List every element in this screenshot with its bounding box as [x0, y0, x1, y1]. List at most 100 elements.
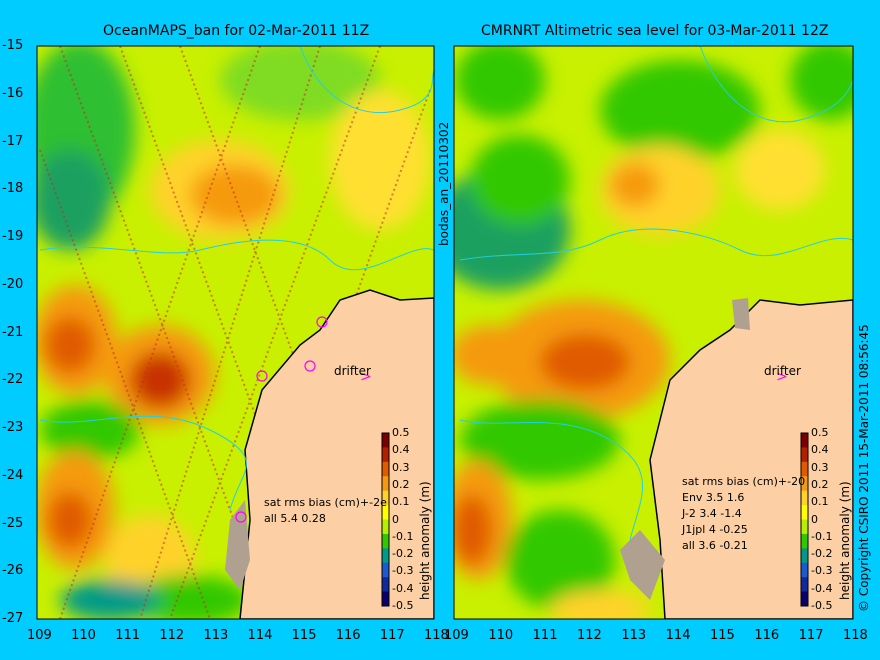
y-tick-label: -24 — [2, 467, 24, 483]
left-colorbar-band — [382, 433, 389, 448]
left-colorbar-band — [382, 447, 389, 463]
y-tick-label: -18 — [2, 181, 24, 197]
right-colorbar-tick: 0.5 — [811, 426, 829, 439]
left-colorbar-tick: -0.4 — [392, 581, 414, 595]
right-x-tick-label: 111 — [532, 628, 558, 643]
y-tick-label: -21 — [2, 324, 24, 340]
right-colorbar-label: height anomaly (m) — [838, 481, 852, 600]
left-colorbar-band — [382, 533, 389, 549]
right-x-tick-label: 112 — [577, 628, 602, 643]
right-colorbar-tick: -0.1 — [811, 529, 833, 543]
right-colorbar-band — [801, 433, 808, 448]
left-colorbar-tick: 0.1 — [392, 495, 410, 509]
right-colorbar — [800, 432, 809, 607]
left-colorbar-band — [382, 577, 389, 593]
left-colorbar-frame — [381, 432, 390, 607]
left-x-tick-label: 117 — [379, 628, 405, 643]
right-colorbar-tick: -0.2 — [811, 547, 833, 561]
left-stats-line: sat rms bias (cm)+-2e — [264, 496, 387, 509]
left-colorbar-band — [382, 562, 389, 578]
right-x-tick-label: 109 — [444, 628, 469, 643]
left-colorbar-band — [382, 461, 389, 477]
y-tick-label: -25 — [2, 515, 24, 531]
y-tick-label: -15 — [2, 38, 24, 53]
right-colorbar-band — [801, 476, 808, 492]
right-colorbar-tick: 0.2 — [811, 477, 829, 491]
right-colorbar-band — [801, 461, 808, 477]
y-tick-label: -22 — [2, 372, 24, 388]
drifter-arrow-left: > — [360, 369, 372, 385]
left-colorbar-tick: 0 — [392, 512, 399, 526]
right-stats-line: J1jpl 4 -0.25 — [682, 523, 748, 536]
right-drifter-label: drifter — [764, 364, 801, 378]
left-x-tick-label: 113 — [203, 628, 229, 643]
left-x-tick-label: 110 — [71, 628, 96, 643]
y-tick-label: -16 — [2, 85, 24, 101]
drifter-circle-4 — [235, 511, 247, 523]
left-colorbar — [381, 432, 390, 607]
right-stats: sat rms bias (cm)+-20 Env 3.5 1.6 J-2 3.4 … — [682, 474, 805, 554]
left-x-tick-label: 115 — [291, 628, 317, 643]
drifter-circle-2 — [304, 360, 316, 372]
right-colorbar-band — [801, 490, 808, 506]
left-map-field: > — [37, 46, 434, 619]
right-colorbar-band — [801, 519, 808, 535]
right-colorbar-band — [801, 533, 808, 549]
left-colorbar-tick: 0.5 — [392, 426, 410, 439]
right-stats-line: Env 3.5 1.6 — [682, 491, 745, 504]
y-tick-label: -23 — [2, 420, 24, 435]
left-colorbar-band — [382, 490, 389, 506]
drifter-arrow-right: > — [776, 369, 788, 385]
right-x-tick-label: 118 — [843, 628, 868, 643]
left-x-tick-label: 112 — [159, 628, 185, 643]
right-stats-line: sat rms bias (cm)+-20 — [682, 475, 806, 488]
right-stats-line: J-2 3.4 -1.4 — [682, 507, 742, 520]
right-x-tick-label: 117 — [798, 628, 824, 643]
left-colorbar-tick: 0.2 — [392, 477, 410, 491]
left-x-tick-label: 114 — [247, 628, 273, 643]
right-x-tick-label: 110 — [488, 628, 514, 643]
right-colorbar-band — [801, 562, 808, 578]
right-colorbar-tick: 0 — [811, 512, 818, 526]
right-x-tick-label: 113 — [621, 628, 647, 643]
y-tick-label: -17 — [2, 133, 24, 149]
right-colorbar-tick: -0.4 — [811, 581, 833, 595]
left-colorbar-tick: -0.2 — [392, 547, 414, 561]
right-map-frame — [453, 45, 854, 620]
right-x-tick-label: 115 — [710, 628, 735, 643]
right-colorbar-tick: -0.3 — [811, 564, 833, 578]
right-colorbar-tick: 0.1 — [811, 495, 829, 509]
left-x-tick-label: 109 — [27, 628, 52, 643]
right-x-tick-label: 116 — [754, 628, 780, 643]
left-stats-line: all 5.4 0.28 — [264, 512, 326, 525]
right-colorbar-band — [801, 577, 808, 593]
left-map-frame — [36, 45, 435, 620]
right-colorbar-band — [801, 591, 808, 607]
left-stats: sat rms bias (cm)+-2e all 5.4 0.28 — [264, 495, 387, 527]
right-colorbar-tick: 0.3 — [811, 460, 829, 474]
y-tick-label: -19 — [2, 229, 24, 244]
left-colorbar-band — [382, 548, 389, 564]
model-run-label: bodas_an_20110302 — [437, 121, 451, 246]
left-colorbar-band — [382, 476, 389, 492]
right-colorbar-band — [801, 548, 808, 564]
left-colorbar-band — [382, 519, 389, 535]
right-stats-line: all 3.6 -0.21 — [682, 539, 748, 552]
left-colorbar-tick: 0.4 — [392, 443, 410, 457]
right-colorbar-band — [801, 505, 808, 520]
left-colorbar-tick: -0.5 — [392, 599, 414, 612]
right-colorbar-tick: -0.5 — [811, 599, 833, 612]
copyright-label: © Copyright CSIRO 2011 15-Mar-2011 08:56… — [857, 324, 871, 612]
left-x-tick-label: 111 — [115, 628, 141, 643]
left-drifter-label: drifter — [334, 364, 371, 378]
right-map-field: > — [454, 46, 853, 619]
left-x-tick-label: 116 — [335, 628, 361, 643]
y-tick-label: -26 — [2, 563, 24, 579]
left-colorbar-band — [382, 591, 389, 607]
right-colorbar-band — [801, 447, 808, 463]
left-map-title: OceanMAPS_ban for 02-Mar-2011 11Z — [103, 23, 370, 39]
right-colorbar-tick: 0.4 — [811, 443, 829, 457]
drifter-circle-3 — [256, 370, 268, 382]
left-colorbar-band — [382, 505, 389, 520]
